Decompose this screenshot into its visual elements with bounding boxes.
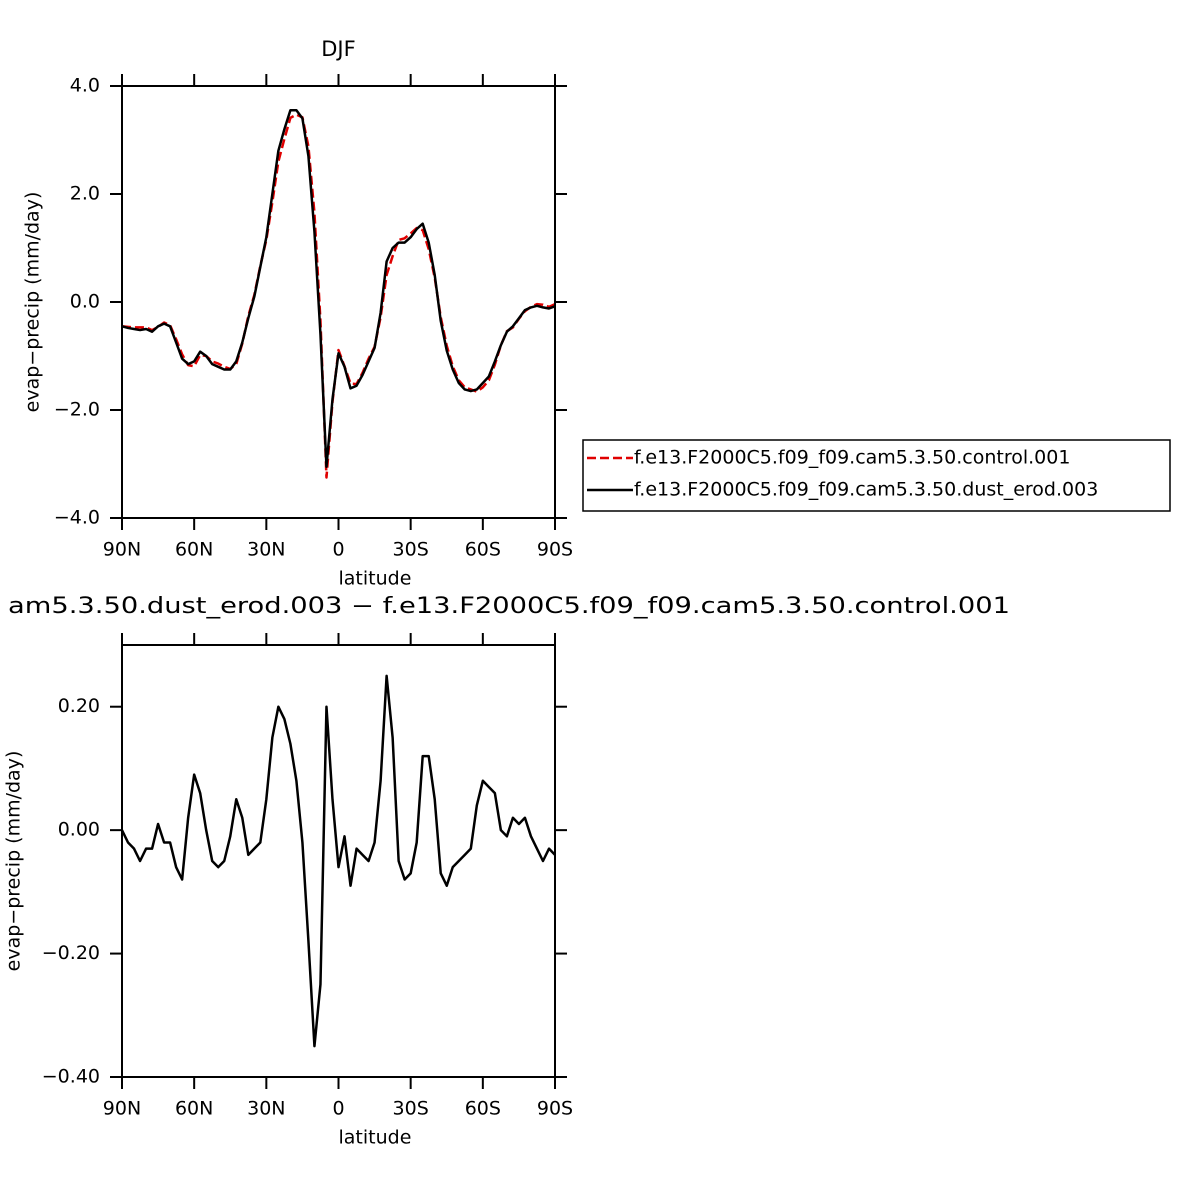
data-line <box>120 674 556 1048</box>
x-tick-label: 90S <box>537 539 573 561</box>
y-tick-label: 0.20 <box>58 695 100 717</box>
x-tick-label: 60S <box>465 1098 501 1120</box>
x-axis-label: latitude <box>339 1127 412 1149</box>
x-tick-label: 30N <box>247 1098 285 1120</box>
x-tick-label: 60N <box>175 539 213 561</box>
legend: f.e13.F2000C5.f09_f09.cam5.3.50.control.… <box>582 439 1171 512</box>
x-tick-label: 0 <box>332 539 344 561</box>
y-tick-label: −0.20 <box>42 942 100 964</box>
y-tick-label: 2.0 <box>70 183 100 205</box>
legend-label: f.e13.F2000C5.f09_f09.cam5.3.50.control.… <box>634 447 1070 469</box>
y-tick-label: −2.0 <box>54 399 100 421</box>
plot-frame <box>121 85 556 519</box>
data-line <box>121 109 556 468</box>
chart-title: DJF <box>321 37 355 61</box>
legend-box <box>582 439 1171 512</box>
x-tick-label: 30N <box>247 539 285 561</box>
x-axis-label: latitude <box>339 568 412 590</box>
x-tick-label: 90S <box>537 1098 573 1120</box>
x-tick-label: 30S <box>393 539 429 561</box>
y-axis-label: evap−precip (mm/day) <box>3 751 25 972</box>
x-tick-label: 30S <box>393 1098 429 1120</box>
legend-label: f.e13.F2000C5.f09_f09.cam5.3.50.dust_ero… <box>634 479 1098 501</box>
y-tick-label: 0.0 <box>70 291 100 313</box>
x-tick-label: 90N <box>103 1098 141 1120</box>
x-tick-label: 60S <box>465 539 501 561</box>
y-tick-label: −0.40 <box>42 1066 100 1088</box>
y-tick-label: 0.00 <box>58 819 100 841</box>
y-axis-label: evap−precip (mm/day) <box>22 192 44 413</box>
x-tick-label: 90N <box>103 539 141 561</box>
data-line <box>121 113 556 479</box>
y-tick-label: −4.0 <box>54 507 100 529</box>
y-tick-label: 4.0 <box>70 75 100 97</box>
chart-title: am5.3.50.dust_erod.003 − f.e13.F2000C5.f… <box>8 594 1010 619</box>
x-tick-label: 60N <box>175 1098 213 1120</box>
x-tick-label: 0 <box>332 1098 344 1120</box>
